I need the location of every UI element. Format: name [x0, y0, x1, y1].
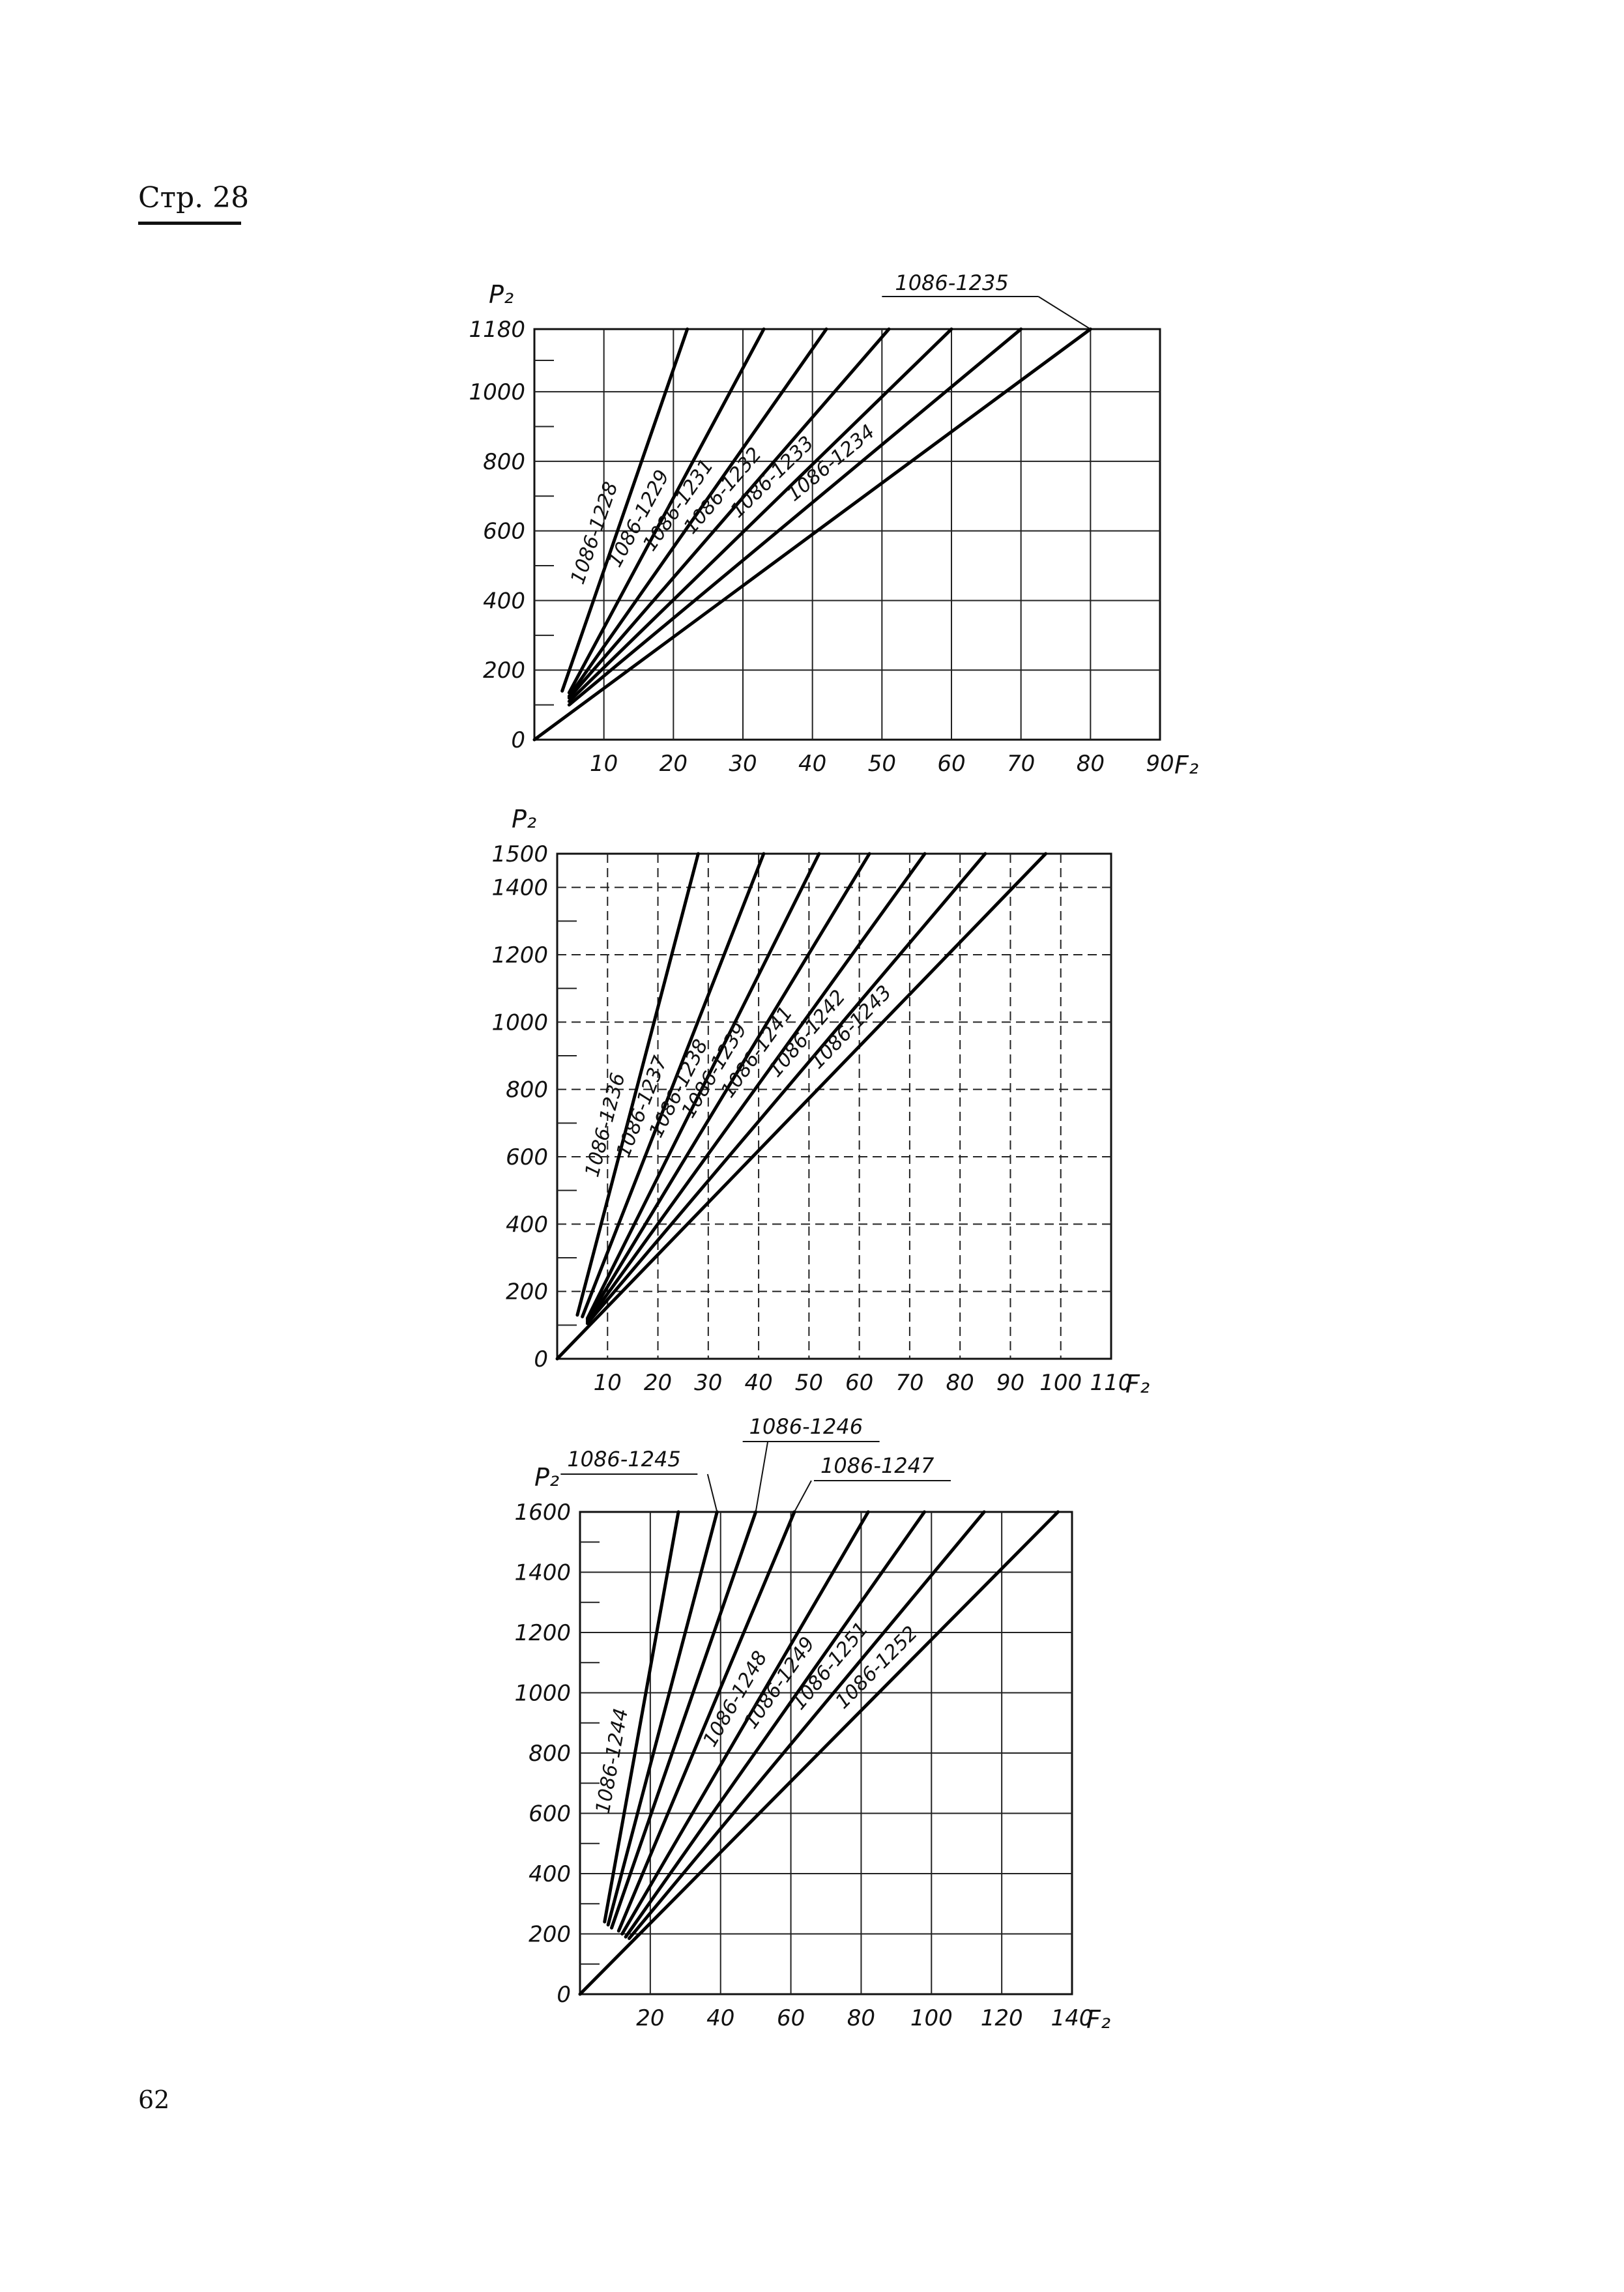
plot-frame [533, 328, 1161, 741]
series-line [620, 1510, 870, 1936]
y-tick-label: 1400 [491, 875, 548, 901]
x-tick-label: 40 [798, 751, 826, 777]
callout-line [706, 1473, 718, 1513]
y-tick-label: 200 [506, 1279, 548, 1305]
series-label: 1086-1245 [567, 1447, 680, 1472]
y-tick-label: 1000 [491, 1009, 548, 1036]
series-line [560, 327, 689, 693]
y-tick-label: 1000 [469, 379, 525, 405]
series-line [555, 852, 1048, 1361]
callout-line [755, 1441, 769, 1513]
callout-line [1037, 296, 1091, 330]
series-label: 1086-1246 [749, 1414, 863, 1439]
x-tick-label: 30 [694, 1370, 722, 1396]
y-tick-label: 800 [506, 1077, 548, 1103]
y-tick-label: 0 [534, 1346, 548, 1372]
plot-frame [556, 852, 1112, 1360]
x-tick-label: 10 [594, 1370, 622, 1396]
y-tick-label: 800 [529, 1741, 571, 1767]
y-tick-label: 0 [511, 727, 525, 753]
series-label: 1086-1235 [895, 270, 1008, 295]
x-tick-label: 40 [744, 1370, 772, 1396]
series-label: 1086-1228 [566, 479, 623, 587]
series-line [581, 852, 766, 1318]
y-tick-label: 1180 [469, 317, 525, 343]
series-line [532, 327, 1092, 742]
x-tick-label: 80 [1077, 751, 1105, 777]
y-tick-label: 0 [557, 1982, 571, 2008]
x-tick-label: 60 [845, 1370, 873, 1396]
series-line [567, 327, 953, 703]
x-tick-label: 80 [847, 2005, 875, 2031]
series-line [585, 852, 821, 1320]
x-axis-label: F₂ [1174, 751, 1198, 779]
x-tick-label: 30 [729, 751, 757, 777]
y-tick-label: 200 [483, 658, 525, 684]
y-tick-label: 200 [529, 1922, 571, 1948]
y-tick-label: 600 [506, 1144, 548, 1170]
x-tick-label: 50 [795, 1370, 823, 1396]
y-tick-label: 1200 [491, 942, 548, 968]
series-line [603, 1510, 680, 1924]
x-axis-label: F₂ [1086, 2005, 1110, 2034]
y-tick-label: 400 [483, 588, 525, 614]
x-tick-label: 120 [981, 2005, 1023, 2031]
x-tick-label: 20 [660, 751, 688, 777]
y-axis-label: P₂ [512, 805, 536, 834]
series-line [575, 852, 700, 1317]
series-line [567, 327, 1023, 707]
y-tick-label: 600 [483, 519, 525, 545]
x-tick-label: 90 [996, 1370, 1024, 1396]
x-tick-label: 50 [868, 751, 896, 777]
y-tick-label: 1600 [514, 1500, 571, 1526]
x-tick-label: 10 [590, 751, 618, 777]
series-line [567, 327, 891, 700]
series-line [606, 1510, 719, 1927]
chart-top: 0 200 400 600 800 1000 1180 10 20 30 40 50 60 70 80 90 F… [469, 270, 1198, 779]
y-tick-label: 600 [529, 1801, 571, 1827]
x-tick-label: 110 [1090, 1370, 1133, 1396]
x-tick-label: 100 [1039, 1370, 1082, 1396]
series-line [567, 327, 766, 695]
series-label: 1086-1247 [820, 1453, 935, 1478]
header-underline [138, 222, 241, 225]
x-axis-label: F₂ [1125, 1370, 1150, 1399]
y-tick-label: 1000 [514, 1681, 571, 1707]
y-tick-label: 1500 [491, 841, 548, 867]
x-tick-label: 20 [636, 2005, 664, 2031]
series-line [610, 1510, 758, 1930]
y-tick-label: 400 [529, 1861, 571, 1887]
y-tick-label: 1200 [514, 1620, 571, 1646]
x-tick-label: 60 [937, 751, 965, 777]
page-header: Стр. 28 [138, 181, 250, 214]
x-tick-label: 70 [895, 1370, 923, 1396]
series-line [616, 1510, 796, 1933]
y-tick-label: 1400 [514, 1560, 571, 1586]
y-axis-label: P₂ [489, 280, 514, 309]
chart-middle: 0 200 400 600 800 1000 1200 1400 1500 10 20 30 40 50 6… [491, 805, 1150, 1399]
x-tick-label: 70 [1007, 751, 1035, 777]
series-line [585, 852, 987, 1326]
series-line [628, 1510, 986, 1940]
y-tick-label: 800 [483, 449, 525, 475]
chart-bottom: 0 200 400 600 800 1000 1200 1400 1600 20 40 60 80 100… [514, 1414, 1110, 2034]
x-tick-label: 90 [1146, 751, 1174, 777]
y-tick-label: 400 [506, 1211, 548, 1238]
callout-line [794, 1480, 812, 1513]
x-tick-label: 40 [706, 2005, 734, 2031]
x-tick-label: 60 [777, 2005, 805, 2031]
x-tick-label: 80 [946, 1370, 974, 1396]
series-line [585, 852, 871, 1322]
series-line [624, 1510, 926, 1939]
page-number: 62 [138, 2085, 170, 2114]
x-tick-label: 20 [644, 1370, 672, 1396]
series-line [578, 1510, 1060, 1996]
x-tick-label: 140 [1051, 2005, 1094, 2031]
x-tick-label: 100 [910, 2005, 953, 2031]
y-axis-label: P₂ [534, 1463, 559, 1492]
series-line [567, 327, 828, 698]
series-line [585, 852, 927, 1324]
